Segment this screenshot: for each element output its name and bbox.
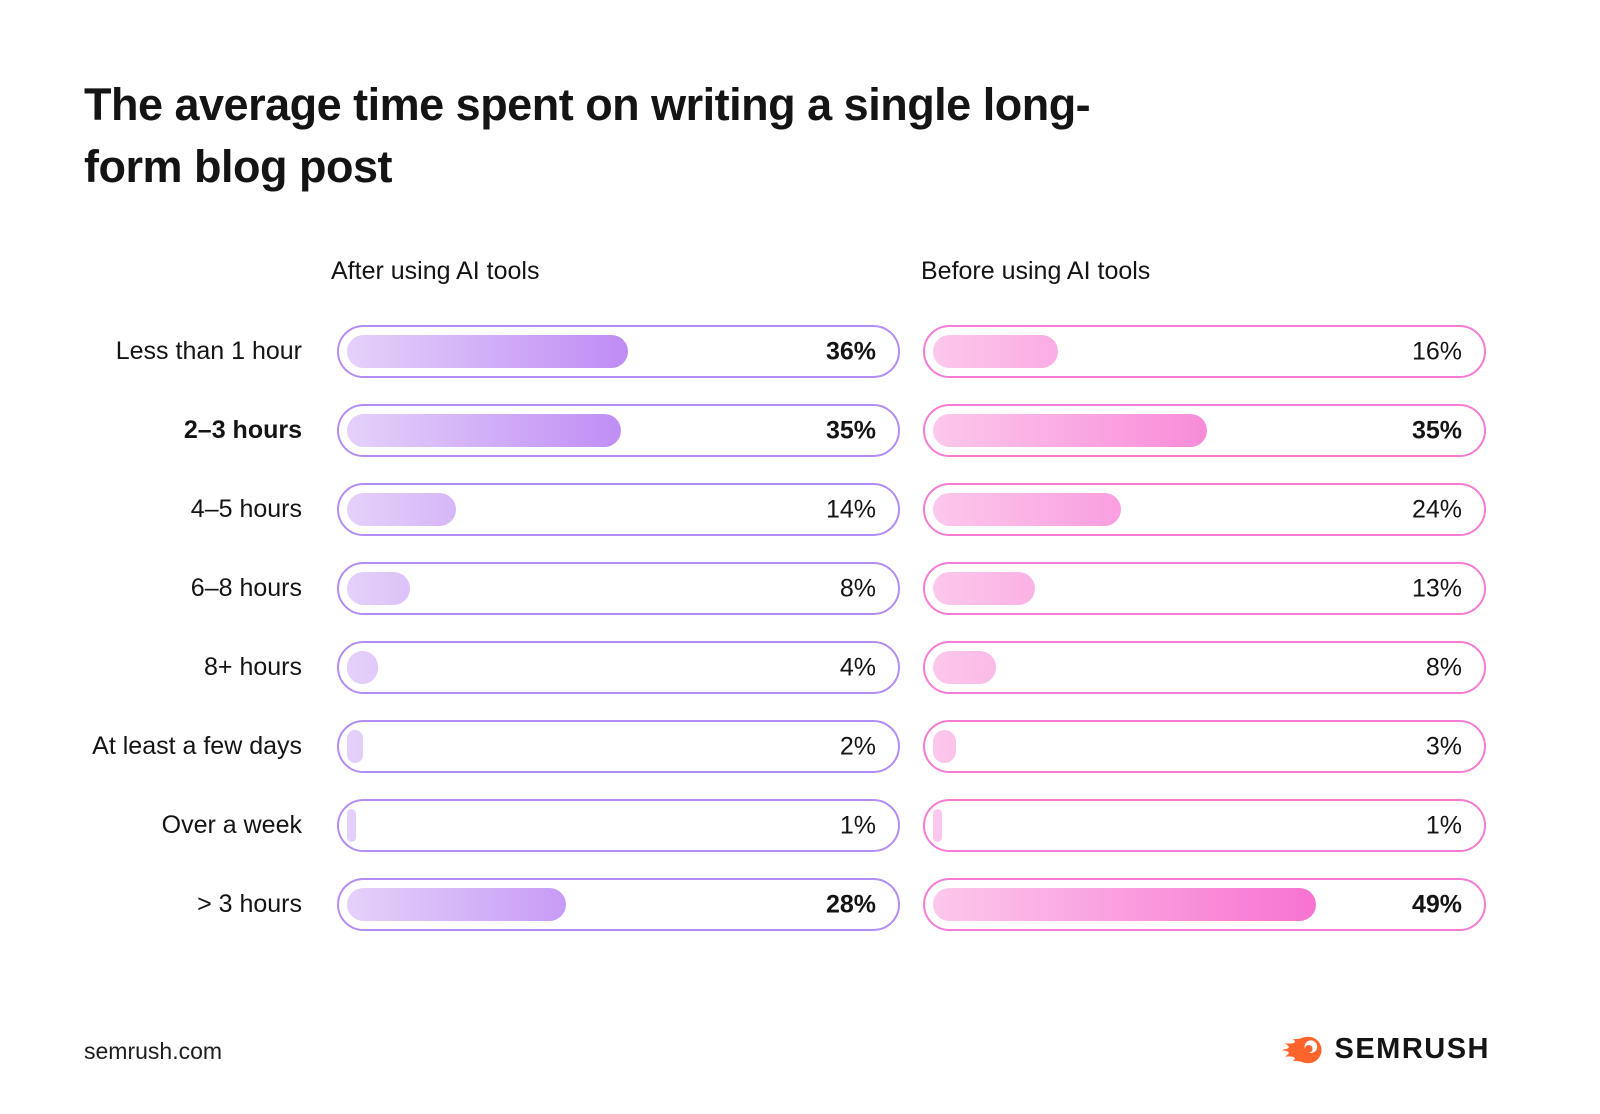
chart-row: 6–8 hours 8% 13% [84,562,1486,615]
bar-track-after: 36% [337,325,900,378]
bar-fill-before [933,888,1316,921]
bar-track-before: 13% [923,562,1486,615]
bar-value-after: 4% [839,653,876,681]
bar-value-before: 3% [1425,732,1462,760]
bar-fill-before [933,730,957,763]
bar-value-before: 13% [1411,574,1462,602]
bar-track-before: 24% [923,483,1486,536]
bar-fill-before [933,572,1035,605]
bar-fill-before [933,493,1121,526]
category-label: > 3 hours [197,890,302,918]
bar-value-after: 36% [825,337,876,365]
category-label: Over a week [161,811,302,839]
chart-title: The average time spent on writing a sing… [84,79,1091,193]
chart-row: Less than 1 hour 36% 16% [84,325,1486,378]
bar-value-before: 8% [1425,653,1462,681]
bar-fill-after [347,651,379,684]
chart-row: 2–3 hours 35% 35% [84,404,1486,457]
category-label: Less than 1 hour [115,337,302,365]
bar-track-before: 8% [923,641,1486,694]
bar-track-after: 8% [337,562,900,615]
chart-row: > 3 hours 28% 49% [84,878,1486,931]
series-header-after: After using AI tools [331,257,540,285]
bar-value-before: 24% [1411,495,1462,523]
chart-row: 8+ hours 4% 8% [84,641,1486,694]
chart-row: 4–5 hours 14% 24% [84,483,1486,536]
bar-fill-after [347,888,566,921]
bar-fill-before [933,651,996,684]
bar-track-after: 2% [337,720,900,773]
bar-fill-after [347,335,629,368]
bar-value-before: 16% [1411,337,1462,365]
bar-track-after: 35% [337,404,900,457]
bar-value-after: 28% [825,890,876,918]
category-label: 2–3 hours [183,416,302,444]
bar-track-after: 4% [337,641,900,694]
bar-track-before: 49% [923,878,1486,931]
bar-fill-after [347,493,457,526]
bar-fill-before [933,809,942,842]
bar-value-before: 49% [1411,890,1462,918]
category-label: At least a few days [92,732,302,760]
bar-value-after: 2% [839,732,876,760]
bar-track-before: 16% [923,325,1486,378]
bar-fill-after [347,414,621,447]
bar-fill-before [933,335,1059,368]
bar-chart: Less than 1 hour 36% 16% 2–3 hours 35% 3… [84,325,1486,957]
bar-value-after: 14% [825,495,876,523]
chart-row: Over a week 1% 1% [84,799,1486,852]
semrush-flame-icon [1276,1035,1323,1065]
source-url: semrush.com [84,1038,223,1064]
bar-value-before: 1% [1425,811,1462,839]
bar-fill-after [347,572,410,605]
bar-track-before: 1% [923,799,1486,852]
bar-fill-after [347,809,356,842]
bar-value-before: 35% [1411,416,1462,444]
category-label: 8+ hours [204,653,302,681]
bar-value-after: 1% [839,811,876,839]
bar-fill-before [933,414,1207,447]
bar-track-after: 28% [337,878,900,931]
series-header-before: Before using AI tools [921,257,1151,285]
semrush-logo: SEMRUSH [1276,1033,1490,1066]
bar-track-after: 14% [337,483,900,536]
bar-track-before: 3% [923,720,1486,773]
chart-row: At least a few days 2% 3% [84,720,1486,773]
bar-fill-after [347,730,363,763]
bar-value-after: 35% [825,416,876,444]
bar-track-before: 35% [923,404,1486,457]
semrush-logo-text: SEMRUSH [1334,1033,1490,1065]
bar-value-after: 8% [839,574,876,602]
category-label: 6–8 hours [190,574,302,602]
bar-track-after: 1% [337,799,900,852]
category-label: 4–5 hours [190,495,302,523]
